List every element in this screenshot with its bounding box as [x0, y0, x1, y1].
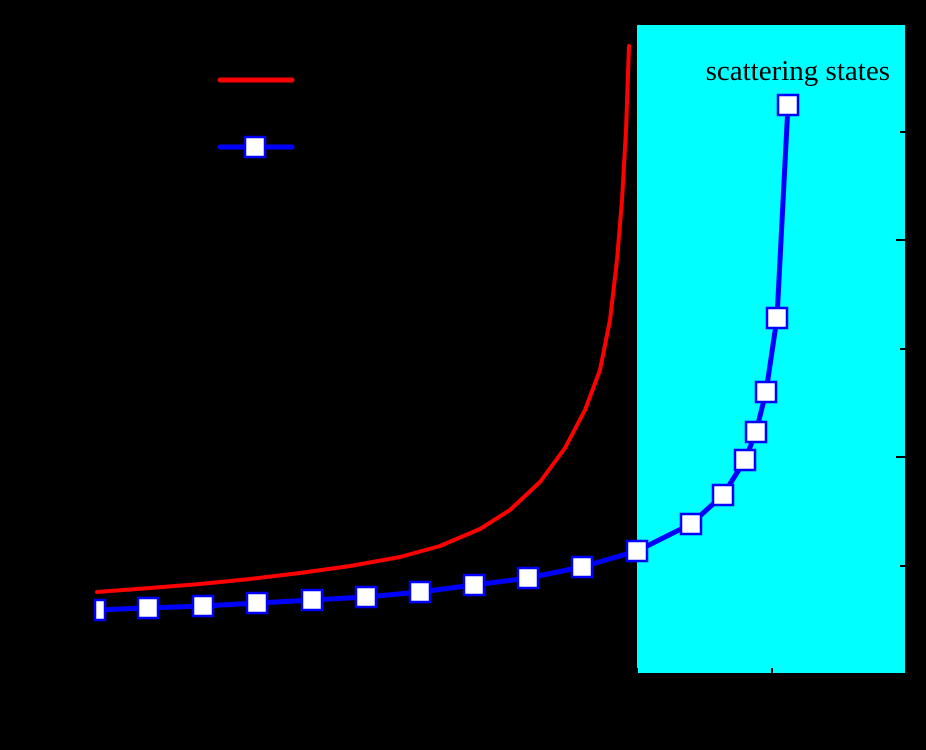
data-marker	[625, 539, 649, 563]
data-marker	[679, 512, 703, 536]
data-marker	[776, 93, 800, 117]
legend-blue-marker	[243, 135, 267, 159]
axis-ticks	[636, 131, 905, 673]
data-marker	[300, 588, 324, 612]
data-marker	[93, 598, 107, 622]
data-marker	[765, 306, 789, 330]
blue-series-markers	[93, 93, 800, 622]
data-marker	[408, 580, 432, 604]
data-marker	[733, 448, 757, 472]
data-marker	[245, 591, 269, 615]
data-marker	[354, 585, 378, 609]
data-marker	[754, 380, 778, 404]
legend	[217, 77, 295, 159]
data-marker	[744, 420, 768, 444]
data-marker	[136, 596, 160, 620]
data-marker	[711, 483, 735, 507]
red-series-line	[95, 44, 631, 594]
data-marker	[191, 594, 215, 618]
data-marker	[570, 555, 594, 579]
region-label: scattering states	[706, 55, 890, 87]
data-marker	[462, 573, 486, 597]
data-marker	[516, 566, 540, 590]
